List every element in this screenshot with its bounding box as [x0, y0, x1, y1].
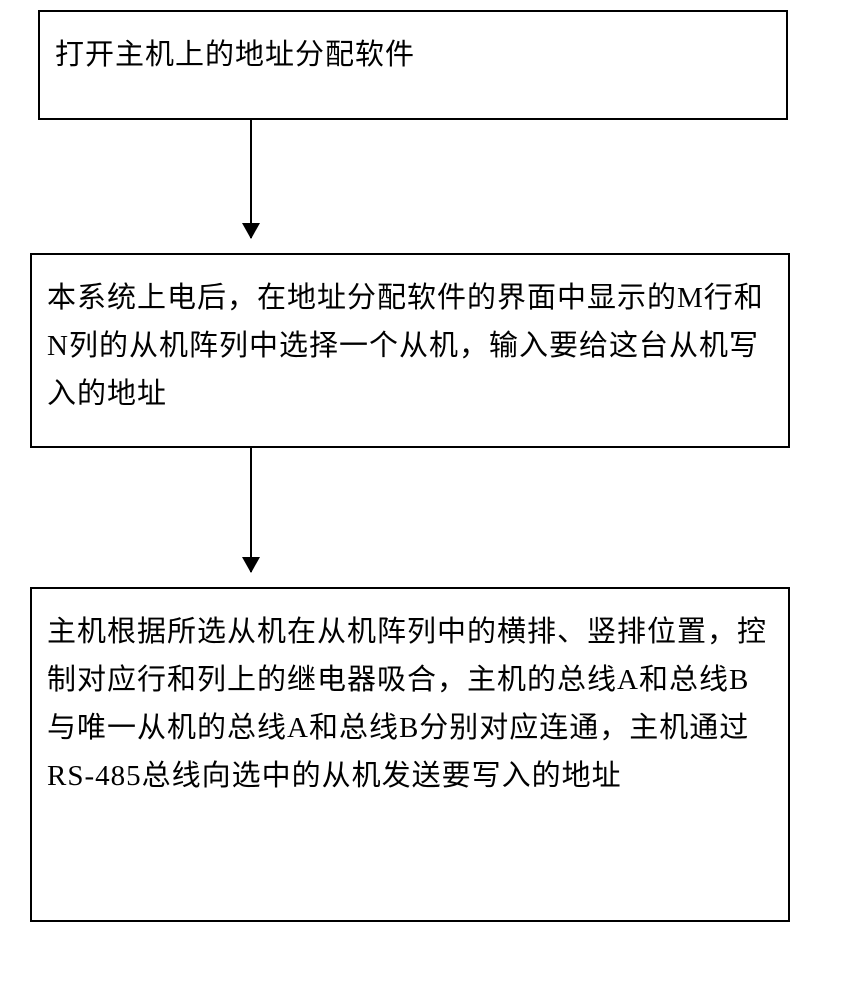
- flowchart-node-2: 本系统上电后，在地址分配软件的界面中显示的M行和N列的从机阵列中选择一个从机，输…: [30, 253, 790, 448]
- flowchart-node-1: 打开主机上的地址分配软件: [38, 10, 788, 120]
- node-2-text: 本系统上电后，在地址分配软件的界面中显示的M行和N列的从机阵列中选择一个从机，输…: [47, 275, 773, 419]
- flowchart-node-3: 主机根据所选从机在从机阵列中的横排、竖排位置，控制对应行和列上的继电器吸合，主机…: [30, 587, 790, 922]
- node-1-text: 打开主机上的地址分配软件: [55, 32, 415, 80]
- arrow-1: [250, 120, 252, 238]
- node-3-text: 主机根据所选从机在从机阵列中的横排、竖排位置，控制对应行和列上的继电器吸合，主机…: [47, 609, 773, 800]
- arrow-2: [250, 448, 252, 572]
